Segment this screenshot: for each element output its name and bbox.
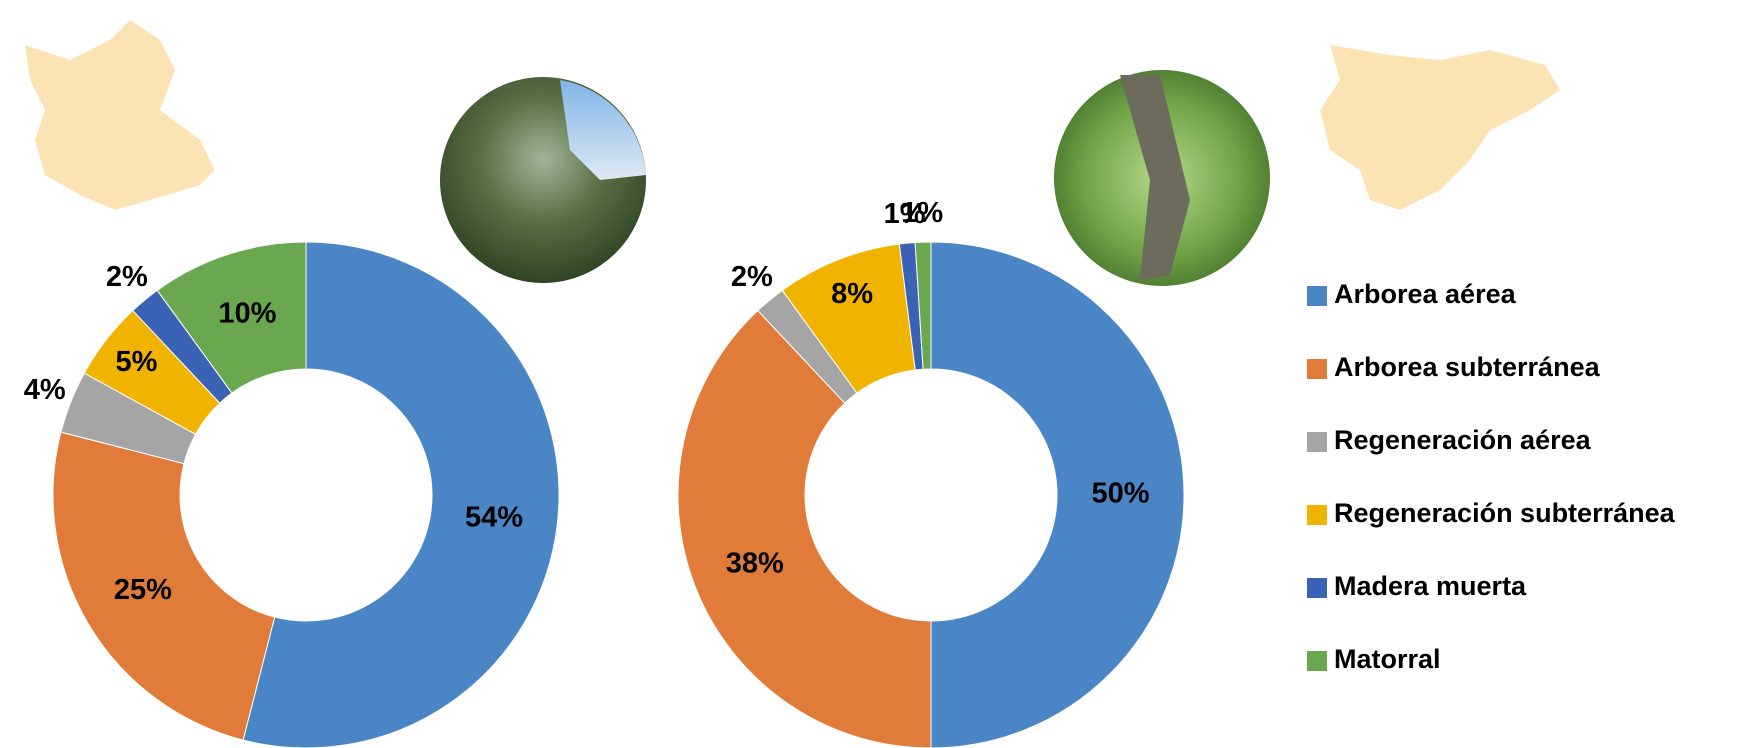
legend-swatch — [1307, 651, 1327, 671]
legend-label: Arborea aérea — [1334, 279, 1517, 309]
value-label: 1% — [901, 197, 943, 229]
value-label: 25% — [114, 574, 172, 606]
legend-label: Madera muerta — [1334, 571, 1527, 601]
value-label: 4% — [24, 374, 66, 406]
value-label: 2% — [106, 261, 148, 293]
value-label: 5% — [116, 346, 158, 378]
legend-swatch — [1307, 359, 1327, 379]
legend-label: Arborea subterránea — [1334, 352, 1601, 382]
legend-label: Regeneración subterránea — [1334, 498, 1676, 528]
value-label: 10% — [218, 297, 276, 329]
value-label: 8% — [831, 278, 873, 310]
legend-swatch — [1307, 578, 1327, 598]
legend-swatch — [1307, 432, 1327, 452]
map-gipuzkoa — [1320, 45, 1560, 210]
legend-label: Matorral — [1334, 644, 1441, 674]
page: {"chart_data": [ {"type": "pie", "catego… — [0, 0, 1763, 748]
donut-slice — [678, 311, 931, 748]
photo-1 — [440, 77, 646, 283]
map-madrid — [25, 20, 215, 210]
legend-label: Regeneración aérea — [1334, 425, 1592, 455]
chart: 54%25%4%5%2%10%50%38%2%8%1%1%Arborea aér… — [0, 0, 1763, 748]
legend-swatch — [1307, 286, 1327, 306]
legend-swatch — [1307, 505, 1327, 525]
value-label: 54% — [465, 501, 523, 533]
value-label: 50% — [1091, 478, 1149, 510]
photo-2 — [1054, 70, 1270, 286]
value-label: 38% — [726, 547, 784, 579]
value-label: 2% — [731, 261, 773, 293]
